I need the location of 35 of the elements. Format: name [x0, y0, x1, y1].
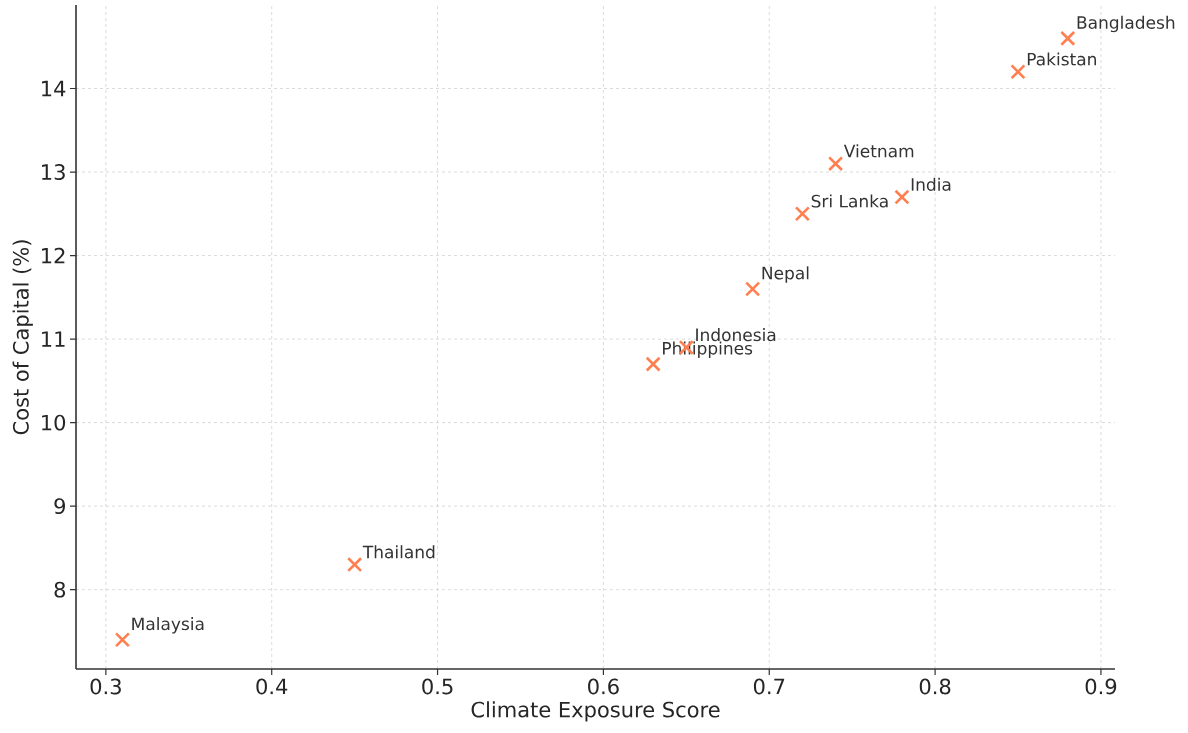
annotation: Vietnam — [843, 144, 914, 158]
annotation: Malaysia — [132, 617, 204, 634]
y-tick-label: 9 — [54, 498, 66, 515]
point — [346, 556, 363, 573]
point — [645, 356, 661, 372]
annotation: Nepal — [762, 266, 809, 283]
x-tick-label: 0.9 — [1085, 678, 1117, 695]
point — [745, 281, 761, 297]
x-tick-label: 0.3 — [90, 678, 121, 695]
y-tick-label: 11 — [42, 331, 65, 347]
y-tick-label: 13 — [42, 164, 65, 180]
annotation: Bangladesh — [1077, 15, 1175, 33]
x-tick-label: 0.6 — [588, 678, 619, 695]
annotation: Sri Lanka — [811, 194, 888, 208]
point — [827, 156, 844, 172]
point — [1010, 64, 1026, 80]
y-tick-label: 12 — [42, 247, 65, 264]
x-tick-label: 0.5 — [422, 678, 453, 695]
point — [794, 206, 811, 222]
annotation: Philippines — [663, 341, 753, 358]
point — [894, 189, 910, 205]
annotation: Thailand — [362, 545, 435, 559]
y-tick-label: 14 — [42, 80, 66, 97]
point — [114, 632, 131, 648]
x-tick-label: 0.4 — [256, 678, 288, 695]
annotation: Indonesia — [696, 328, 776, 342]
y-axis-title: Cost of Capital (%) — [12, 240, 33, 435]
annotation: Pakistan — [1027, 52, 1096, 66]
x-axis-title: Climate Exposure Score — [471, 701, 720, 722]
annotation: India — [911, 177, 951, 191]
y-tick-label: 10 — [42, 414, 66, 431]
x-tick-label: 0.8 — [919, 678, 951, 695]
point — [1060, 30, 1076, 47]
x-tick-label: 0.7 — [753, 678, 785, 695]
y-tick-label: 8 — [54, 581, 66, 598]
